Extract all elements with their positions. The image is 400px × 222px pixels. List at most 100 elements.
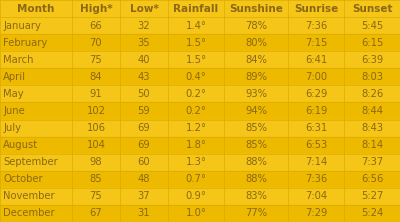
Bar <box>288 34 344 51</box>
Text: 6:19: 6:19 <box>305 106 327 116</box>
Bar <box>0 34 72 51</box>
Text: 8:43: 8:43 <box>361 123 383 133</box>
Bar <box>120 137 168 154</box>
Text: 93%: 93% <box>245 89 267 99</box>
Text: 7:00: 7:00 <box>305 72 327 82</box>
Bar <box>120 205 168 222</box>
Bar <box>168 85 224 103</box>
Text: 70: 70 <box>90 38 102 48</box>
Bar <box>224 68 288 85</box>
Text: 1.8°: 1.8° <box>186 140 206 150</box>
Text: 88%: 88% <box>245 174 267 184</box>
Text: August: August <box>3 140 38 150</box>
Text: 84: 84 <box>90 72 102 82</box>
Text: 80%: 80% <box>245 38 267 48</box>
Text: 7:04: 7:04 <box>305 191 327 201</box>
Bar <box>168 17 224 34</box>
Bar <box>344 119 400 137</box>
Text: September: September <box>3 157 58 167</box>
Bar <box>224 137 288 154</box>
Text: 7:29: 7:29 <box>305 208 327 218</box>
Bar <box>120 34 168 51</box>
Text: 85%: 85% <box>245 123 267 133</box>
Text: Sunset: Sunset <box>352 4 392 14</box>
Bar <box>168 171 224 188</box>
Text: 7:14: 7:14 <box>305 157 327 167</box>
Bar <box>344 34 400 51</box>
Bar <box>72 188 120 205</box>
Bar <box>120 103 168 119</box>
Bar <box>120 154 168 171</box>
Bar <box>224 171 288 188</box>
Text: 6:56: 6:56 <box>361 174 383 184</box>
Text: October: October <box>3 174 43 184</box>
Bar <box>288 51 344 68</box>
Bar <box>120 0 168 17</box>
Text: 5:27: 5:27 <box>361 191 383 201</box>
Bar <box>168 0 224 17</box>
Text: Rainfall: Rainfall <box>174 4 218 14</box>
Text: 6:31: 6:31 <box>305 123 327 133</box>
Bar <box>72 205 120 222</box>
Text: February: February <box>3 38 48 48</box>
Bar <box>72 51 120 68</box>
Text: June: June <box>3 106 25 116</box>
Bar <box>120 17 168 34</box>
Text: Sunshine: Sunshine <box>229 4 283 14</box>
Text: 1.2°: 1.2° <box>186 123 206 133</box>
Bar <box>120 188 168 205</box>
Text: 75: 75 <box>90 55 102 65</box>
Bar <box>72 137 120 154</box>
Text: November: November <box>3 191 55 201</box>
Bar <box>120 68 168 85</box>
Text: 43: 43 <box>138 72 150 82</box>
Text: 7:36: 7:36 <box>305 174 327 184</box>
Bar <box>0 103 72 119</box>
Bar <box>288 154 344 171</box>
Bar <box>168 205 224 222</box>
Text: April: April <box>3 72 26 82</box>
Bar <box>120 51 168 68</box>
Text: 6:39: 6:39 <box>361 55 383 65</box>
Text: 1.0°: 1.0° <box>186 208 206 218</box>
Text: 60: 60 <box>138 157 150 167</box>
Text: 1.4°: 1.4° <box>186 21 206 31</box>
Bar <box>344 17 400 34</box>
Bar <box>168 51 224 68</box>
Text: 7:36: 7:36 <box>305 21 327 31</box>
Text: 48: 48 <box>138 174 150 184</box>
Text: 0.2°: 0.2° <box>186 106 206 116</box>
Text: March: March <box>3 55 34 65</box>
Text: 35: 35 <box>138 38 150 48</box>
Bar <box>344 137 400 154</box>
Bar <box>288 188 344 205</box>
Bar <box>344 188 400 205</box>
Text: 102: 102 <box>86 106 106 116</box>
Bar <box>120 171 168 188</box>
Bar <box>288 119 344 137</box>
Bar <box>344 68 400 85</box>
Bar <box>344 205 400 222</box>
Text: 7:37: 7:37 <box>361 157 383 167</box>
Text: 75: 75 <box>90 191 102 201</box>
Bar <box>168 103 224 119</box>
Text: 106: 106 <box>86 123 106 133</box>
Bar <box>72 17 120 34</box>
Bar <box>72 171 120 188</box>
Text: 7:15: 7:15 <box>305 38 327 48</box>
Bar <box>168 137 224 154</box>
Bar <box>0 205 72 222</box>
Text: 6:29: 6:29 <box>305 89 327 99</box>
Text: 32: 32 <box>138 21 150 31</box>
Text: 8:26: 8:26 <box>361 89 383 99</box>
Bar <box>0 68 72 85</box>
Text: 1.5°: 1.5° <box>186 38 206 48</box>
Text: 0.9°: 0.9° <box>186 191 206 201</box>
Bar <box>288 17 344 34</box>
Text: 59: 59 <box>138 106 150 116</box>
Bar <box>344 103 400 119</box>
Bar <box>224 0 288 17</box>
Bar <box>0 171 72 188</box>
Bar <box>224 103 288 119</box>
Bar <box>288 171 344 188</box>
